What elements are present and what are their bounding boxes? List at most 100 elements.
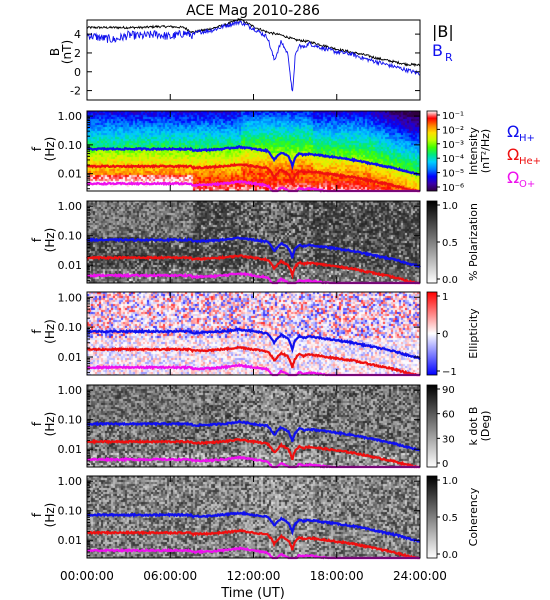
y-axis-unit: (Hz) bbox=[43, 503, 57, 528]
y-tick-label: 1.00 bbox=[58, 384, 83, 397]
y-tick-label: 1.00 bbox=[58, 475, 83, 488]
colorbar: 90 60 30 0 k dot B (Deg) bbox=[426, 384, 492, 470]
gyrofrequency-line-hplus bbox=[87, 510, 421, 543]
y-tick-label: 1.00 bbox=[58, 110, 83, 123]
y-tick-label: -2 bbox=[70, 85, 81, 98]
y-tick-label: 1.00 bbox=[58, 200, 83, 213]
colorbar-tick-label: 0.0 bbox=[442, 550, 458, 561]
colorbar-tick-label: 0.0 bbox=[442, 275, 458, 286]
colorbar-unit: (Deg) bbox=[479, 411, 492, 442]
y-axis-label: f bbox=[30, 146, 44, 151]
colorbar-tick-label: 0 bbox=[442, 459, 448, 470]
colorbar-tick-label: 1.0 bbox=[442, 201, 458, 212]
x-tick-label: 24:00:00 bbox=[393, 569, 447, 583]
spectrogram-image bbox=[87, 201, 420, 283]
colorbar-tick-label: 10⁻³ bbox=[442, 140, 464, 151]
colorbar-label: Ellipticity bbox=[467, 308, 480, 359]
gyrofrequency-line-heplus bbox=[86, 345, 420, 377]
colorbar-tick-label: 30 bbox=[442, 434, 455, 445]
gyrofrequency-line-heplus bbox=[86, 438, 420, 469]
legend-b-radial-subscript: R bbox=[445, 51, 453, 64]
panel-polarization: 1.00 0.10 0.01 f (Hz) 1.0 0.5 0.0 % Polarization bbox=[30, 200, 480, 286]
y-tick-label: 0.01 bbox=[58, 443, 83, 456]
colorbar: 1 0 −1 Ellipticity bbox=[426, 291, 480, 378]
ion-label-subscript: He+ bbox=[519, 156, 541, 167]
gyrofrequency-line-hplus bbox=[87, 144, 421, 176]
colorbar-tick-label: 60 bbox=[442, 410, 455, 421]
colorbar-tick-label: 10⁻⁵ bbox=[442, 169, 464, 180]
colorbar-label: Coherency bbox=[467, 487, 480, 546]
panel-coherency: 1.00 0.10 0.01 f (Hz) 1.0 0.5 0.0 Coherency bbox=[30, 475, 480, 561]
gyrofrequency-line-heplus bbox=[86, 254, 420, 285]
y-tick-label: 0.01 bbox=[58, 351, 83, 364]
colorbar: 1.0 0.5 0.0 Coherency bbox=[426, 475, 480, 561]
y-tick-label: 1.00 bbox=[58, 291, 83, 304]
colorbar-tick-label: 0 bbox=[442, 330, 448, 341]
gyrofrequency-line-heplus bbox=[86, 528, 420, 560]
colorbar-tick-label: 10⁻⁴ bbox=[442, 154, 464, 165]
y-axis-label: f bbox=[30, 237, 44, 242]
plot-area bbox=[87, 20, 420, 100]
y-tick-label: 0 bbox=[74, 66, 81, 79]
ion-label-subscript: O+ bbox=[519, 179, 535, 190]
ion-label-heplus: Ω bbox=[507, 145, 519, 164]
panel-k-dot-b: 1.00 0.10 0.01 f (Hz) 90 60 30 0 k dot B (Deg) bbox=[30, 384, 492, 470]
y-tick-label: 0.01 bbox=[58, 259, 83, 272]
gyrofrequency-line-heplus bbox=[86, 162, 420, 193]
y-tick-label: 0.01 bbox=[58, 168, 83, 181]
y-tick-label: 2 bbox=[74, 47, 81, 60]
colorbar-tick-label: 1 bbox=[442, 292, 448, 303]
y-tick-label: 0.10 bbox=[58, 230, 83, 243]
y-axis-unit: (Hz) bbox=[43, 228, 57, 253]
colorbar-bar bbox=[426, 200, 438, 284]
y-tick-label: 0.10 bbox=[58, 414, 83, 427]
x-axis-label: Time (UT) bbox=[220, 586, 285, 600]
colorbar-tick-label: 10⁻² bbox=[442, 125, 464, 136]
ion-label-subscript: H+ bbox=[519, 133, 535, 144]
y-tick-label: 0.01 bbox=[58, 534, 83, 547]
y-axis-label: f bbox=[30, 512, 44, 517]
panels: 420-2B(nT)|B|B R1.000.100.01f (Hz)10⁻¹10⁻²… bbox=[30, 17, 541, 583]
gyrofrequency-line-hplus bbox=[86, 419, 421, 452]
ion-label-oplus: Ω bbox=[507, 168, 519, 187]
colorbar-unit: (nT²/Hz) bbox=[479, 129, 492, 173]
colorbar-tick-label: 1.0 bbox=[442, 476, 458, 487]
series-line-b-radial bbox=[86, 19, 421, 92]
colorbar-bar bbox=[426, 110, 438, 192]
y-tick-label: 4 bbox=[74, 28, 81, 41]
gyrofrequency-line-hplus bbox=[86, 236, 421, 268]
colorbar-tick-label: 0.5 bbox=[442, 238, 458, 249]
colorbar: 1.0 0.5 0.0 % Polarization bbox=[426, 200, 480, 286]
spectrogram-image bbox=[87, 111, 420, 191]
legend-b-radial: B bbox=[432, 41, 443, 60]
ion-label-hplus: Ω bbox=[507, 122, 519, 141]
colorbar-tick-label: 0.5 bbox=[442, 513, 458, 524]
colorbar-label: Intensity bbox=[467, 127, 480, 175]
y-tick-label: 0.10 bbox=[58, 505, 83, 518]
spectrogram-image bbox=[87, 385, 420, 467]
panel-ellipticity: 1.00 0.10 0.01 f (Hz) 1 0 −1 Ellipticity bbox=[30, 291, 480, 378]
y-tick-label: 0.10 bbox=[58, 139, 83, 152]
y-axis-label: B bbox=[48, 48, 62, 56]
colorbar-tick-label: 90 bbox=[442, 385, 455, 396]
gyrofrequency-line-hplus bbox=[86, 327, 421, 361]
panel-intensity: 1.000.100.01f (Hz)10⁻¹10⁻²10⁻³10⁻⁴10⁻⁵10⁻… bbox=[30, 110, 541, 194]
y-axis-unit: (Hz) bbox=[43, 319, 57, 344]
colorbar-bar bbox=[426, 475, 438, 559]
spectrogram-image bbox=[87, 292, 420, 375]
x-tick-label: 00:00:00 bbox=[60, 569, 114, 583]
chart-title: ACE Mag 2010-286 bbox=[186, 3, 320, 19]
y-axis-unit: (Hz) bbox=[43, 412, 57, 437]
x-tick-label: 06:00:00 bbox=[143, 569, 197, 583]
colorbar-tick-label: −1 bbox=[442, 367, 457, 378]
y-axis-unit: (nT) bbox=[60, 40, 74, 64]
colorbar-bar bbox=[426, 291, 438, 376]
y-tick-label: 0.10 bbox=[58, 321, 83, 334]
y-axis-unit: (Hz) bbox=[43, 137, 57, 162]
colorbar-tick-label: 10⁻⁶ bbox=[442, 183, 464, 194]
x-tick-label: 12:00:00 bbox=[227, 569, 281, 583]
colorbar-bar bbox=[426, 384, 438, 468]
x-tick-label: 18:00:00 bbox=[310, 569, 364, 583]
